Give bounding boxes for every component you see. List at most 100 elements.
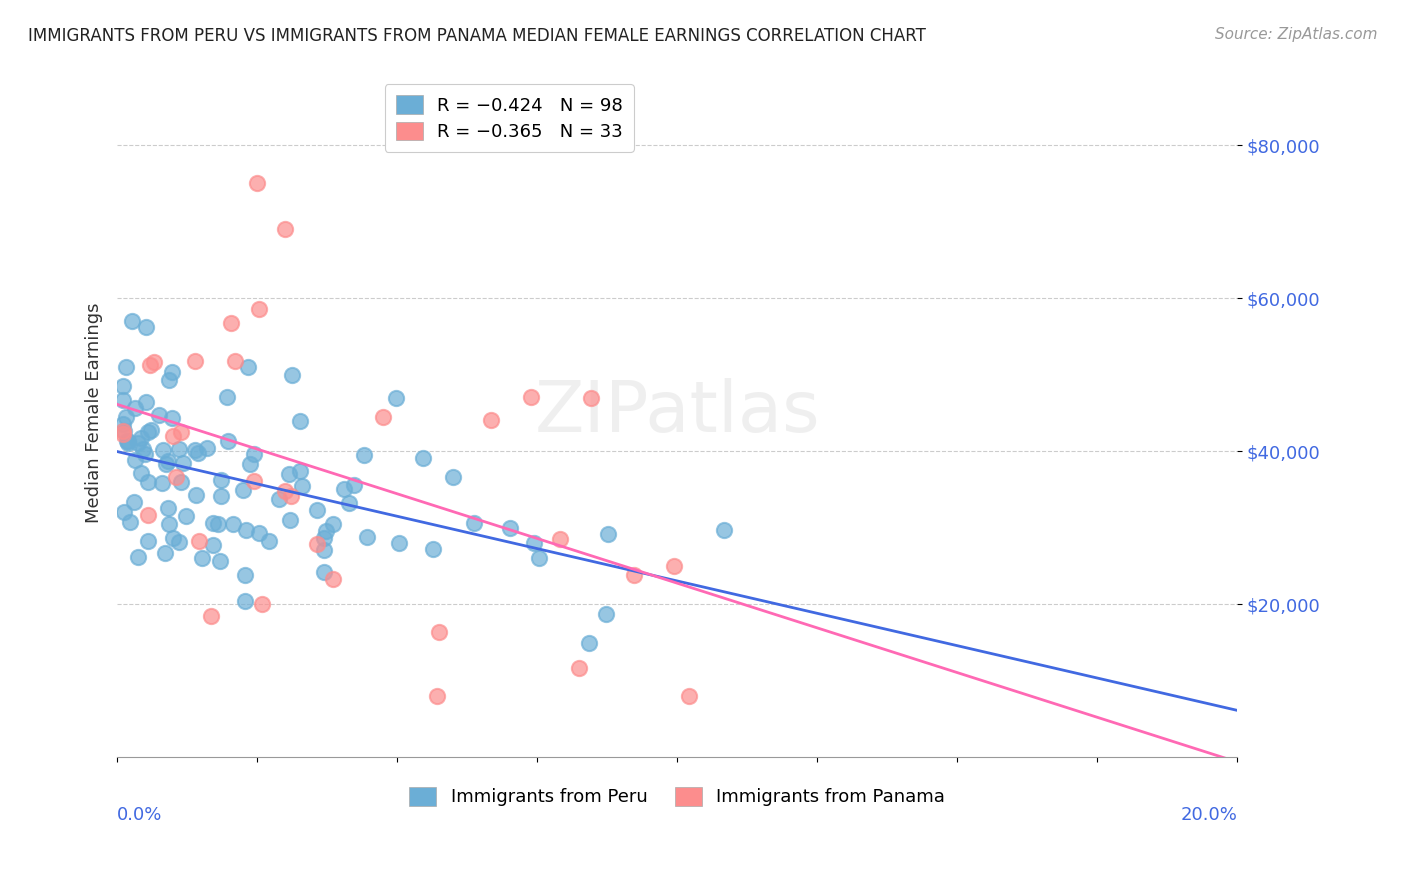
Point: [321, 516, 343, 531]
Point: [111, 424, 134, 438]
Point: [167, 535, 190, 549]
Point: [111, 426, 134, 441]
Point: [247, 526, 270, 541]
Point: [259, 533, 281, 548]
Point: [155, 546, 177, 560]
Point: [201, 538, 224, 552]
Point: [136, 425, 159, 439]
Point: [217, 434, 239, 449]
Point: [187, 533, 209, 548]
Point: [224, 354, 246, 368]
Point: [127, 436, 149, 450]
Point: [479, 413, 502, 427]
Point: [209, 489, 232, 503]
Point: [138, 475, 160, 489]
Point: [373, 410, 395, 425]
Point: [250, 597, 273, 611]
Point: [623, 568, 645, 582]
Point: [315, 524, 337, 539]
Point: [233, 567, 256, 582]
Point: [115, 409, 138, 424]
Point: [187, 446, 209, 460]
Point: [239, 457, 262, 471]
Point: [426, 689, 449, 703]
Point: [281, 368, 304, 382]
Point: [280, 489, 302, 503]
Point: [322, 572, 344, 586]
Point: [337, 496, 360, 510]
Point: [136, 534, 159, 549]
Point: [112, 505, 135, 519]
Point: [333, 483, 356, 497]
Point: [662, 558, 685, 573]
Point: [463, 516, 485, 530]
Y-axis label: Median Female Earnings: Median Female Earnings: [86, 302, 103, 524]
Point: [246, 177, 269, 191]
Point: [307, 537, 329, 551]
Point: [288, 464, 311, 478]
Point: [312, 543, 335, 558]
Point: [267, 491, 290, 506]
Text: 20.0%: 20.0%: [1181, 805, 1237, 823]
Point: [441, 470, 464, 484]
Point: [134, 447, 156, 461]
Point: [290, 479, 312, 493]
Point: [184, 442, 207, 457]
Point: [236, 359, 259, 374]
Text: 0.0%: 0.0%: [117, 805, 163, 823]
Point: [150, 476, 173, 491]
Point: [235, 523, 257, 537]
Point: [278, 513, 301, 527]
Point: [307, 503, 329, 517]
Point: [713, 523, 735, 537]
Point: [191, 550, 214, 565]
Point: [595, 607, 617, 621]
Point: [169, 442, 191, 457]
Point: [314, 565, 336, 579]
Point: [596, 527, 619, 541]
Point: [174, 509, 197, 524]
Point: [148, 408, 170, 422]
Point: [111, 393, 134, 408]
Point: [111, 417, 134, 431]
Point: [139, 358, 162, 372]
Point: [247, 301, 270, 316]
Point: [112, 425, 135, 439]
Point: [678, 689, 700, 703]
Point: [208, 553, 231, 567]
Point: [120, 515, 142, 529]
Point: [522, 536, 544, 550]
Point: [162, 365, 184, 379]
Point: [520, 390, 543, 404]
Text: IMMIGRANTS FROM PERU VS IMMIGRANTS FROM PANAMA MEDIAN FEMALE EARNINGS CORRELATIO: IMMIGRANTS FROM PERU VS IMMIGRANTS FROM …: [28, 27, 927, 45]
Point: [162, 532, 184, 546]
Point: [155, 457, 177, 471]
Point: [135, 394, 157, 409]
Point: [356, 531, 378, 545]
Point: [170, 425, 193, 439]
Point: [127, 549, 149, 564]
Point: [165, 470, 187, 484]
Point: [117, 435, 139, 450]
Point: [170, 475, 193, 489]
Point: [162, 411, 184, 425]
Point: [274, 222, 297, 236]
Point: [184, 354, 207, 368]
Point: [129, 466, 152, 480]
Point: [209, 473, 232, 487]
Legend: Immigrants from Peru, Immigrants from Panama: Immigrants from Peru, Immigrants from Pa…: [398, 776, 956, 817]
Point: [132, 442, 155, 457]
Point: [388, 536, 411, 550]
Point: [142, 355, 165, 369]
Point: [121, 314, 143, 328]
Point: [274, 484, 297, 499]
Point: [138, 508, 160, 522]
Point: [243, 474, 266, 488]
Point: [527, 551, 550, 566]
Point: [114, 359, 136, 374]
Point: [124, 494, 146, 508]
Text: ZIPatlas: ZIPatlas: [534, 378, 820, 448]
Point: [499, 521, 522, 535]
Point: [232, 483, 254, 497]
Point: [201, 516, 224, 531]
